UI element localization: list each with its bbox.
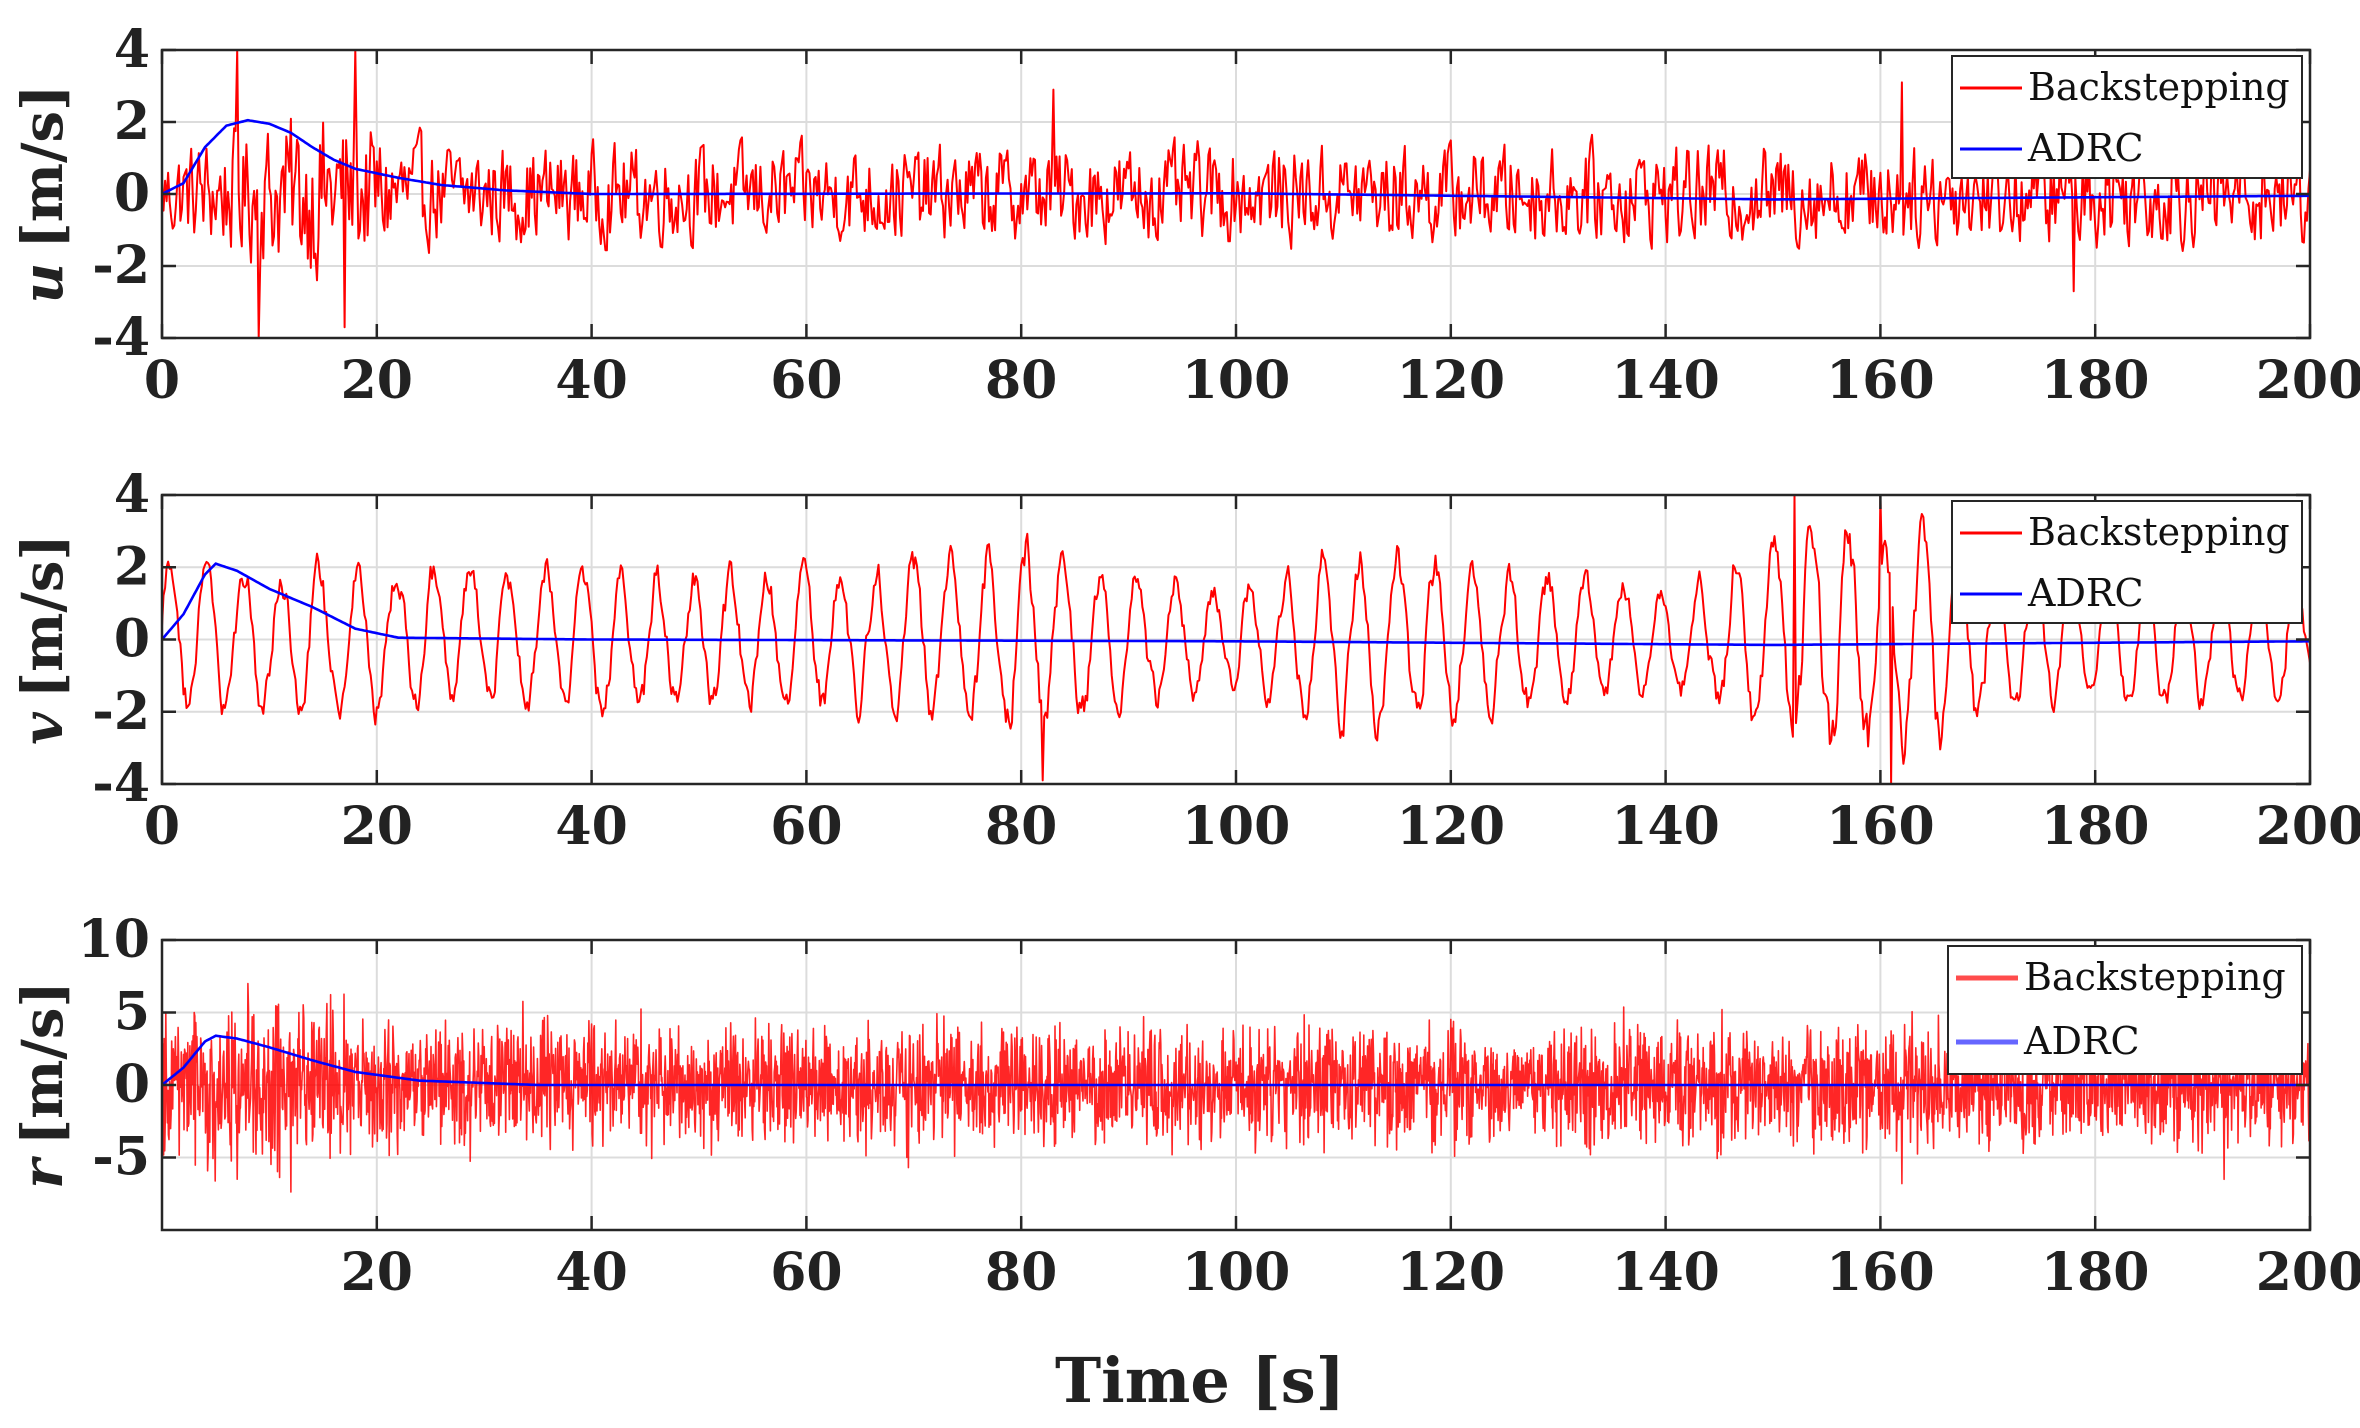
y-tick-label: 2	[114, 91, 150, 152]
legend-label-backstepping: Backstepping	[2024, 955, 2286, 999]
x-tick-label: 80	[985, 1242, 1057, 1303]
y-axis-label: r [m/s]	[10, 981, 76, 1189]
series-line-adrc	[161, 562, 2310, 647]
x-tick-label: 60	[770, 1242, 842, 1303]
series-line-adrc	[161, 118, 2310, 201]
x-tick-label: 20	[341, 350, 413, 411]
y-tick-label: 2	[114, 536, 150, 597]
x-tick-label: 140	[1611, 1242, 1720, 1303]
series-line-backstepping	[161, 49, 2311, 339]
series-line-backstepping	[161, 982, 2311, 1193]
x-tick-label: 200	[2256, 796, 2360, 857]
legend-label-backstepping: Backstepping	[2028, 510, 2290, 554]
x-tick-label: 0	[144, 350, 180, 411]
x-tick-label: 60	[770, 350, 842, 411]
series-line-adrc	[161, 1034, 2310, 1087]
legend-box	[1951, 500, 2303, 624]
y-tick-label: -4	[92, 307, 150, 368]
y-tick-label: 0	[114, 609, 150, 670]
y-axis-label: v [m/s]	[10, 534, 76, 745]
y-axis-unit: [m/s]	[10, 981, 76, 1145]
x-tick-label: 120	[1397, 796, 1506, 857]
x-axis-label: Time [s]	[1055, 1344, 1345, 1417]
x-tick-label: 40	[555, 1242, 627, 1303]
y-axis-unit: [m/s]	[10, 85, 76, 249]
y-tick-label: 0	[114, 1054, 150, 1115]
x-tick-label: 120	[1397, 350, 1506, 411]
x-tick-label: 180	[2041, 350, 2150, 411]
legend-label-adrc: ADRC	[2027, 126, 2144, 170]
x-tick-label: 80	[985, 350, 1057, 411]
legend-box	[1951, 55, 2303, 179]
r-velocity-panel: 20 40 60 80 100 120 140 160 180 200 -5 0 5 10 r [m/s] Ba…	[10, 909, 2360, 1303]
x-tick-label: 40	[555, 796, 627, 857]
x-tick-label: 200	[2256, 350, 2360, 411]
legend-box	[1947, 945, 2303, 1075]
x-tick-label: 20	[341, 796, 413, 857]
x-tick-label: 180	[2041, 1242, 2150, 1303]
x-tick-label: 200	[2256, 1242, 2360, 1303]
x-tick-label: 160	[1826, 350, 1935, 411]
y-tick-label: 5	[114, 982, 150, 1043]
legend: Backstepping ADRC	[1947, 945, 2303, 1075]
x-tick-label: 40	[555, 350, 627, 411]
y-tick-label: -2	[92, 235, 150, 296]
y-axis-unit: [m/s]	[10, 534, 76, 698]
x-tick-label: 80	[985, 796, 1057, 857]
x-tick-label: 160	[1826, 1242, 1935, 1303]
y-tick-label: -5	[92, 1127, 150, 1188]
u-velocity-panel: 0 20 40 60 80 100 120 140 160 180 200 -4 -2 0 2 4 u [m/s]…	[10, 19, 2360, 411]
x-tick-label: 120	[1397, 1242, 1506, 1303]
y-tick-label: 0	[114, 163, 150, 224]
y-axis-label: u [m/s]	[10, 85, 76, 304]
y-tick-label: -2	[92, 681, 150, 742]
x-tick-label: 160	[1826, 796, 1935, 857]
x-tick-label: 60	[770, 796, 842, 857]
y-axis-symbol: u	[10, 263, 76, 304]
x-tick-label: 100	[1182, 796, 1291, 857]
y-tick-label: 4	[114, 464, 150, 525]
legend: Backstepping ADRC	[1951, 55, 2303, 179]
legend-label-adrc: ADRC	[2023, 1019, 2140, 1063]
y-tick-label: -4	[92, 753, 150, 814]
y-tick-label: 4	[114, 19, 150, 80]
legend-label-adrc: ADRC	[2027, 571, 2144, 615]
x-tick-label: 100	[1182, 350, 1291, 411]
x-tick-label: 180	[2041, 796, 2150, 857]
x-tick-label: 140	[1611, 350, 1720, 411]
v-velocity-panel: 0 20 40 60 80 100 120 140 160 180 200 -4 -2 0 2 4 v [m/s]…	[10, 464, 2360, 857]
y-axis-symbol: r	[10, 1156, 76, 1189]
x-tick-label: 0	[144, 796, 180, 857]
x-tick-label: 20	[341, 1242, 413, 1303]
y-tick-label: 10	[78, 909, 150, 970]
x-tick-label: 100	[1182, 1242, 1291, 1303]
legend: Backstepping ADRC	[1951, 500, 2303, 624]
y-axis-symbol: v	[10, 711, 76, 745]
x-tick-label: 140	[1611, 796, 1720, 857]
legend-label-backstepping: Backstepping	[2028, 65, 2290, 109]
